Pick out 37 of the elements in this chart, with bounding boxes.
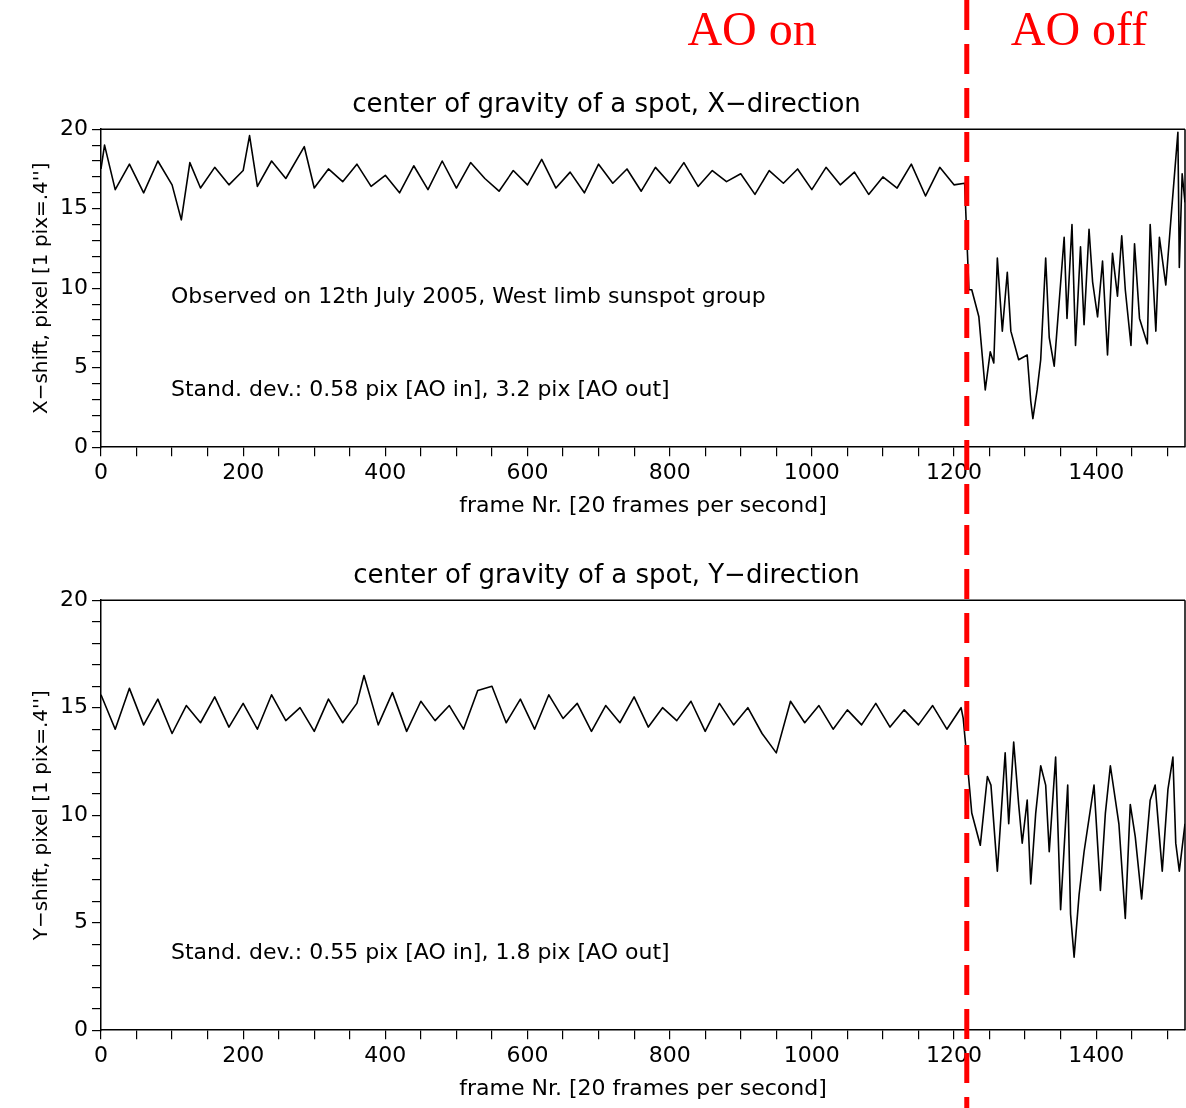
y-tick-label: 5 xyxy=(73,353,88,379)
x-tick-label: 400 xyxy=(364,1042,407,1068)
y-axis-title: X−shift, pixel [1 pix=.4''] xyxy=(28,162,53,415)
y-tick-label: 15 xyxy=(59,194,88,220)
y-tick-label: 20 xyxy=(59,585,88,611)
x-tick-label: 0 xyxy=(93,459,108,485)
annotation: Stand. dev.: 0.55 pix [AO in], 1.8 pix [AO out] xyxy=(170,938,670,964)
chart-title: center of gravity of a spot, Y−direction xyxy=(353,559,860,590)
x-tick-label: 800 xyxy=(648,1042,691,1068)
y-axis-title: Y−shift, pixel [1 pix=.4''] xyxy=(28,690,53,942)
annotation: Stand. dev.: 0.58 pix [AO in], 3.2 pix [AO out] xyxy=(170,375,670,401)
x-tick-label: 0 xyxy=(93,1042,108,1068)
x-tick-label: 1200 xyxy=(925,459,982,485)
x-tick-label: 1000 xyxy=(783,1042,840,1068)
x-tick-label: 800 xyxy=(648,459,691,485)
y-tick-label: 10 xyxy=(59,273,88,299)
text: AO on xyxy=(687,1,817,55)
y-tick-label: 20 xyxy=(59,114,88,140)
x-axis-title: frame Nr. [20 frames per second] xyxy=(459,491,827,517)
x-tick-label: 400 xyxy=(364,459,407,485)
x-tick-label: 600 xyxy=(506,459,549,485)
y-tick-label: 0 xyxy=(73,1015,88,1041)
chart-title: center of gravity of a spot, X−direction xyxy=(352,88,861,119)
x-tick-label: 1400 xyxy=(1068,1042,1125,1068)
x-tick-label: 1400 xyxy=(1068,459,1125,485)
y-tick-label: 10 xyxy=(59,800,88,826)
text: AO off xyxy=(1010,1,1148,55)
x-tick-label: 1200 xyxy=(925,1042,982,1068)
x-axis-title: frame Nr. [20 frames per second] xyxy=(459,1074,827,1100)
x-tick-label: 200 xyxy=(222,459,265,485)
y-tick-label: 15 xyxy=(59,693,88,719)
y-tick-label: 0 xyxy=(73,432,88,458)
x-tick-label: 600 xyxy=(506,1042,549,1068)
x-tick-label: 1000 xyxy=(783,459,840,485)
annotation: Observed on 12th July 2005, West limb sunspot group xyxy=(170,283,766,309)
y-tick-label: 5 xyxy=(73,908,88,934)
x-tick-label: 200 xyxy=(222,1042,265,1068)
